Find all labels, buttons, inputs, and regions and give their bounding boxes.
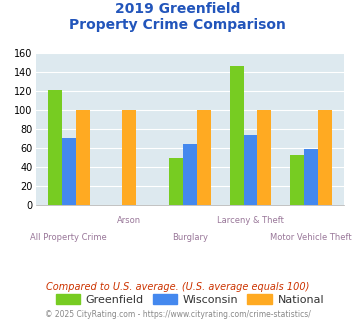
Text: 2019 Greenfield: 2019 Greenfield [115,2,240,16]
Bar [257,110,271,205]
Text: Burglary: Burglary [172,233,208,242]
Text: Larceny & Theft: Larceny & Theft [217,216,284,225]
Bar [318,110,332,205]
Bar [304,148,318,205]
Text: Property Crime Comparison: Property Crime Comparison [69,18,286,32]
Bar [169,158,183,205]
Bar [183,144,197,205]
Bar [62,138,76,205]
Bar [244,135,257,205]
Legend: Greenfield, Wisconsin, National: Greenfield, Wisconsin, National [51,289,328,309]
Bar [122,110,136,205]
Text: All Property Crime: All Property Crime [31,233,107,242]
Bar [48,90,62,205]
Text: Compared to U.S. average. (U.S. average equals 100): Compared to U.S. average. (U.S. average … [46,282,309,292]
Text: © 2025 CityRating.com - https://www.cityrating.com/crime-statistics/: © 2025 CityRating.com - https://www.city… [45,310,310,319]
Bar [290,155,304,205]
Bar [76,110,90,205]
Text: Motor Vehicle Theft: Motor Vehicle Theft [270,233,352,242]
Text: Arson: Arson [117,216,141,225]
Bar [197,110,211,205]
Bar [230,66,244,205]
